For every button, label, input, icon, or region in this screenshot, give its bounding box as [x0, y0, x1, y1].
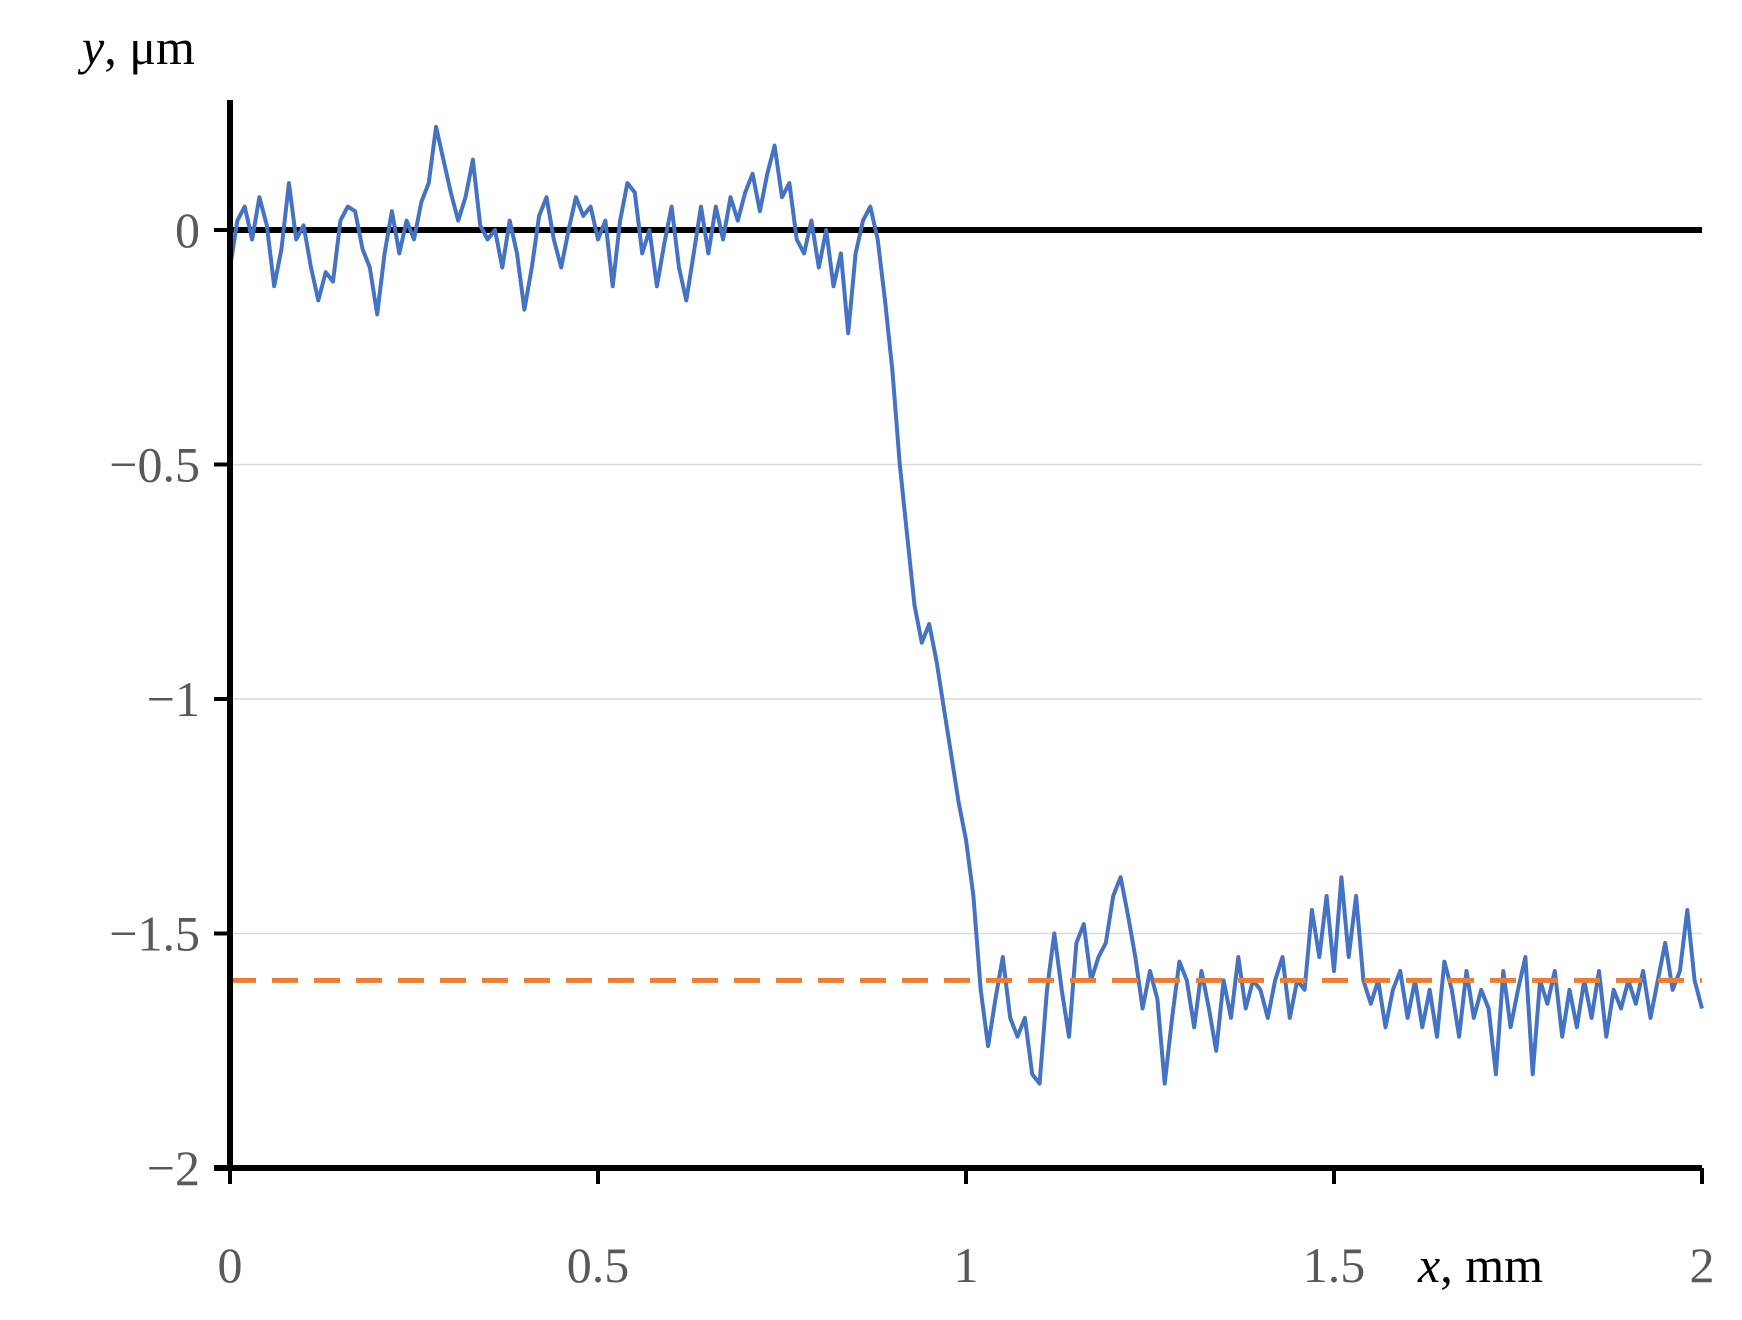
- y-axis-variable: y: [77, 19, 105, 75]
- y-tick-label: −1: [147, 671, 200, 727]
- x-axis-variable: x: [1417, 1237, 1440, 1293]
- y-axis-title: y, μm: [77, 19, 195, 75]
- x-tick-label: 0: [218, 1237, 243, 1293]
- horizontal-gridlines: [230, 463, 1702, 935]
- y-axis-unit: , μm: [104, 19, 195, 75]
- series-layer: [228, 124, 1704, 1086]
- x-tick-label: 1: [954, 1237, 979, 1293]
- y-tick-label: 0: [175, 202, 200, 258]
- x-axis-title: x, mm: [1417, 1237, 1543, 1293]
- x-axis-unit: , mm: [1440, 1237, 1543, 1293]
- x-tick-label: 0.5: [567, 1237, 630, 1293]
- profile-series-line: [228, 124, 1704, 1086]
- x-tick-label: 1.5: [1303, 1237, 1366, 1293]
- x-tick-label: 2: [1690, 1237, 1715, 1293]
- y-tick-label: −2: [147, 1140, 200, 1196]
- y-tick-label: −0.5: [109, 437, 200, 493]
- tick-labels: 0 −0.5 −1 −1.5 −2 0 0.5 1 1.5 2: [109, 202, 1714, 1293]
- axes: [214, 100, 1704, 1184]
- y-tick-label: −1.5: [109, 906, 200, 962]
